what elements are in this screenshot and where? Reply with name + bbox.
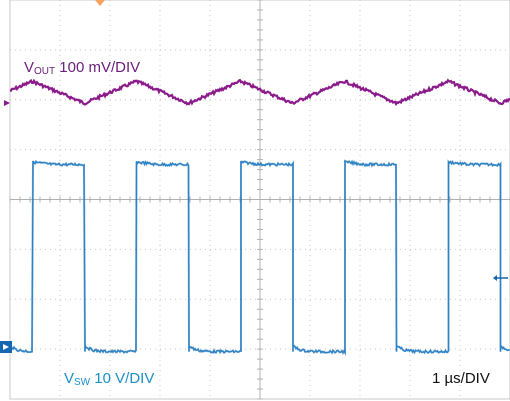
time-label-rest: s/DIV — [453, 370, 490, 387]
trigger-level-marker — [493, 275, 497, 281]
vout-label-sub: OUT — [34, 66, 55, 77]
scope-traces — [9, 78, 510, 357]
vsw-ground-arrow — [3, 344, 9, 350]
scope-markers — [0, 0, 508, 353]
vsw-trace — [9, 159, 510, 357]
vout-label-main: V — [24, 59, 34, 76]
vout-label-rest: 100 mV/DIV — [55, 59, 140, 76]
vout-scale-label: VOUT 100 mV/DIV — [24, 59, 140, 77]
time-scale-label: 1 µs/DIV — [432, 370, 490, 387]
vsw-label-sub: SW — [74, 377, 91, 388]
vout-ground-marker — [4, 100, 10, 106]
vout-trace — [9, 78, 510, 107]
trigger-position-marker — [95, 0, 105, 6]
time-label-mu: µ — [445, 370, 454, 387]
vsw-label-rest: 10 V/DIV — [90, 370, 154, 387]
vsw-label-main: V — [64, 370, 74, 387]
time-label-main: 1 — [432, 370, 445, 387]
scope-grid — [9, 0, 510, 400]
vsw-scale-label: VSW 10 V/DIV — [64, 370, 154, 388]
